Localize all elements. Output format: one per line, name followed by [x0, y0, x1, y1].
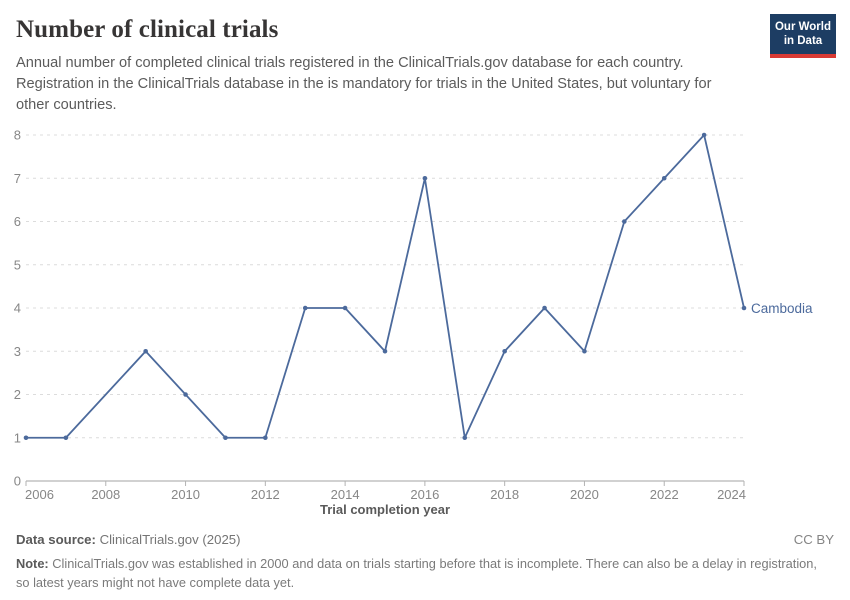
data-point-marker[interactable] — [741, 305, 747, 311]
data-point-marker[interactable] — [223, 435, 228, 441]
data-point-marker[interactable] — [582, 348, 587, 354]
note-text: ClinicalTrials.gov was established in 20… — [16, 556, 817, 591]
y-axis-tick-label: 6 — [14, 214, 21, 229]
data-point-marker[interactable] — [263, 435, 268, 441]
data-point-marker[interactable] — [302, 305, 308, 311]
series-end-label-cambodia[interactable]: Cambodia — [751, 301, 813, 316]
data-point-marker[interactable] — [23, 435, 29, 441]
data-point-marker[interactable] — [342, 305, 348, 311]
data-point-marker[interactable] — [183, 392, 188, 397]
chart-note: Note: ClinicalTrials.gov was established… — [16, 554, 834, 592]
data-point-marker[interactable] — [622, 219, 627, 224]
chart-footer: Data source: ClinicalTrials.gov (2025) C… — [0, 532, 850, 592]
data-source-value[interactable]: ClinicalTrials.gov (2025) — [99, 532, 241, 547]
data-point-marker[interactable] — [382, 348, 388, 354]
y-axis-tick-label: 1 — [14, 430, 21, 445]
owid-logo[interactable]: Our World in Data — [770, 14, 836, 58]
license-badge[interactable]: CC BY — [793, 532, 834, 547]
page-title: Number of clinical trials — [16, 16, 279, 43]
x-axis-tick-label: 2012 — [251, 487, 280, 501]
series-line-cambodia[interactable] — [25, 134, 745, 439]
data-point-marker[interactable] — [502, 348, 507, 354]
x-axis-tick-label: 2014 — [331, 487, 360, 501]
data-point-marker[interactable] — [661, 175, 667, 181]
data-point-marker[interactable] — [422, 175, 428, 181]
x-axis-tick-label: 2022 — [650, 487, 679, 501]
chart-area: 0 1 2 3 4 5 6 7 8 2006 2008 2010 2012 2014 2016 2018 202… — [0, 121, 850, 518]
owid-logo-accent-bar — [770, 53, 836, 58]
data-source-label: Data source: — [16, 532, 96, 547]
x-axis-title: Trial completion year — [319, 502, 451, 517]
y-axis-tick-label: 3 — [14, 344, 21, 359]
y-axis-tick-label: 4 — [14, 301, 21, 316]
data-point-marker[interactable] — [701, 132, 707, 138]
x-axis-tick-label: 2008 — [91, 487, 120, 501]
y-axis-tick-label: 0 — [14, 474, 21, 489]
y-axis-tick-label: 8 — [14, 128, 21, 143]
y-axis-tick-label: 2 — [14, 387, 21, 402]
x-axis-tick-label: 2006 — [25, 487, 54, 501]
y-axis-tick-label: 7 — [14, 171, 21, 186]
data-point-marker[interactable] — [462, 435, 468, 441]
owid-logo-line1: Our World — [774, 21, 831, 33]
note-label: Note: — [16, 556, 49, 571]
x-axis-tick-label: 2020 — [570, 487, 599, 501]
y-axis-tick-label: 5 — [14, 257, 21, 272]
owid-logo-box: Our World in Data — [770, 14, 836, 54]
x-axis-tick-label: 2010 — [171, 487, 200, 501]
data-source-row: Data source: ClinicalTrials.gov (2025) — [16, 532, 241, 547]
x-axis-tick-label: 2024 — [717, 487, 746, 501]
owid-logo-line2: in Data — [783, 35, 823, 48]
x-axis-tick-label: 2018 — [490, 487, 519, 501]
chart-subtitle: Annual number of completed clinical tria… — [16, 55, 712, 113]
chart-header: Number of clinical trials Our World in D… — [0, 0, 850, 116]
data-point-marker[interactable] — [542, 305, 547, 311]
data-point-marker[interactable] — [143, 348, 148, 354]
x-axis-tick-label: 2016 — [410, 487, 439, 501]
line-chart[interactable]: 0 1 2 3 4 5 6 7 8 2006 2008 2010 2012 2014 2016 2018 202… — [0, 121, 850, 502]
data-point-marker[interactable] — [63, 435, 69, 441]
